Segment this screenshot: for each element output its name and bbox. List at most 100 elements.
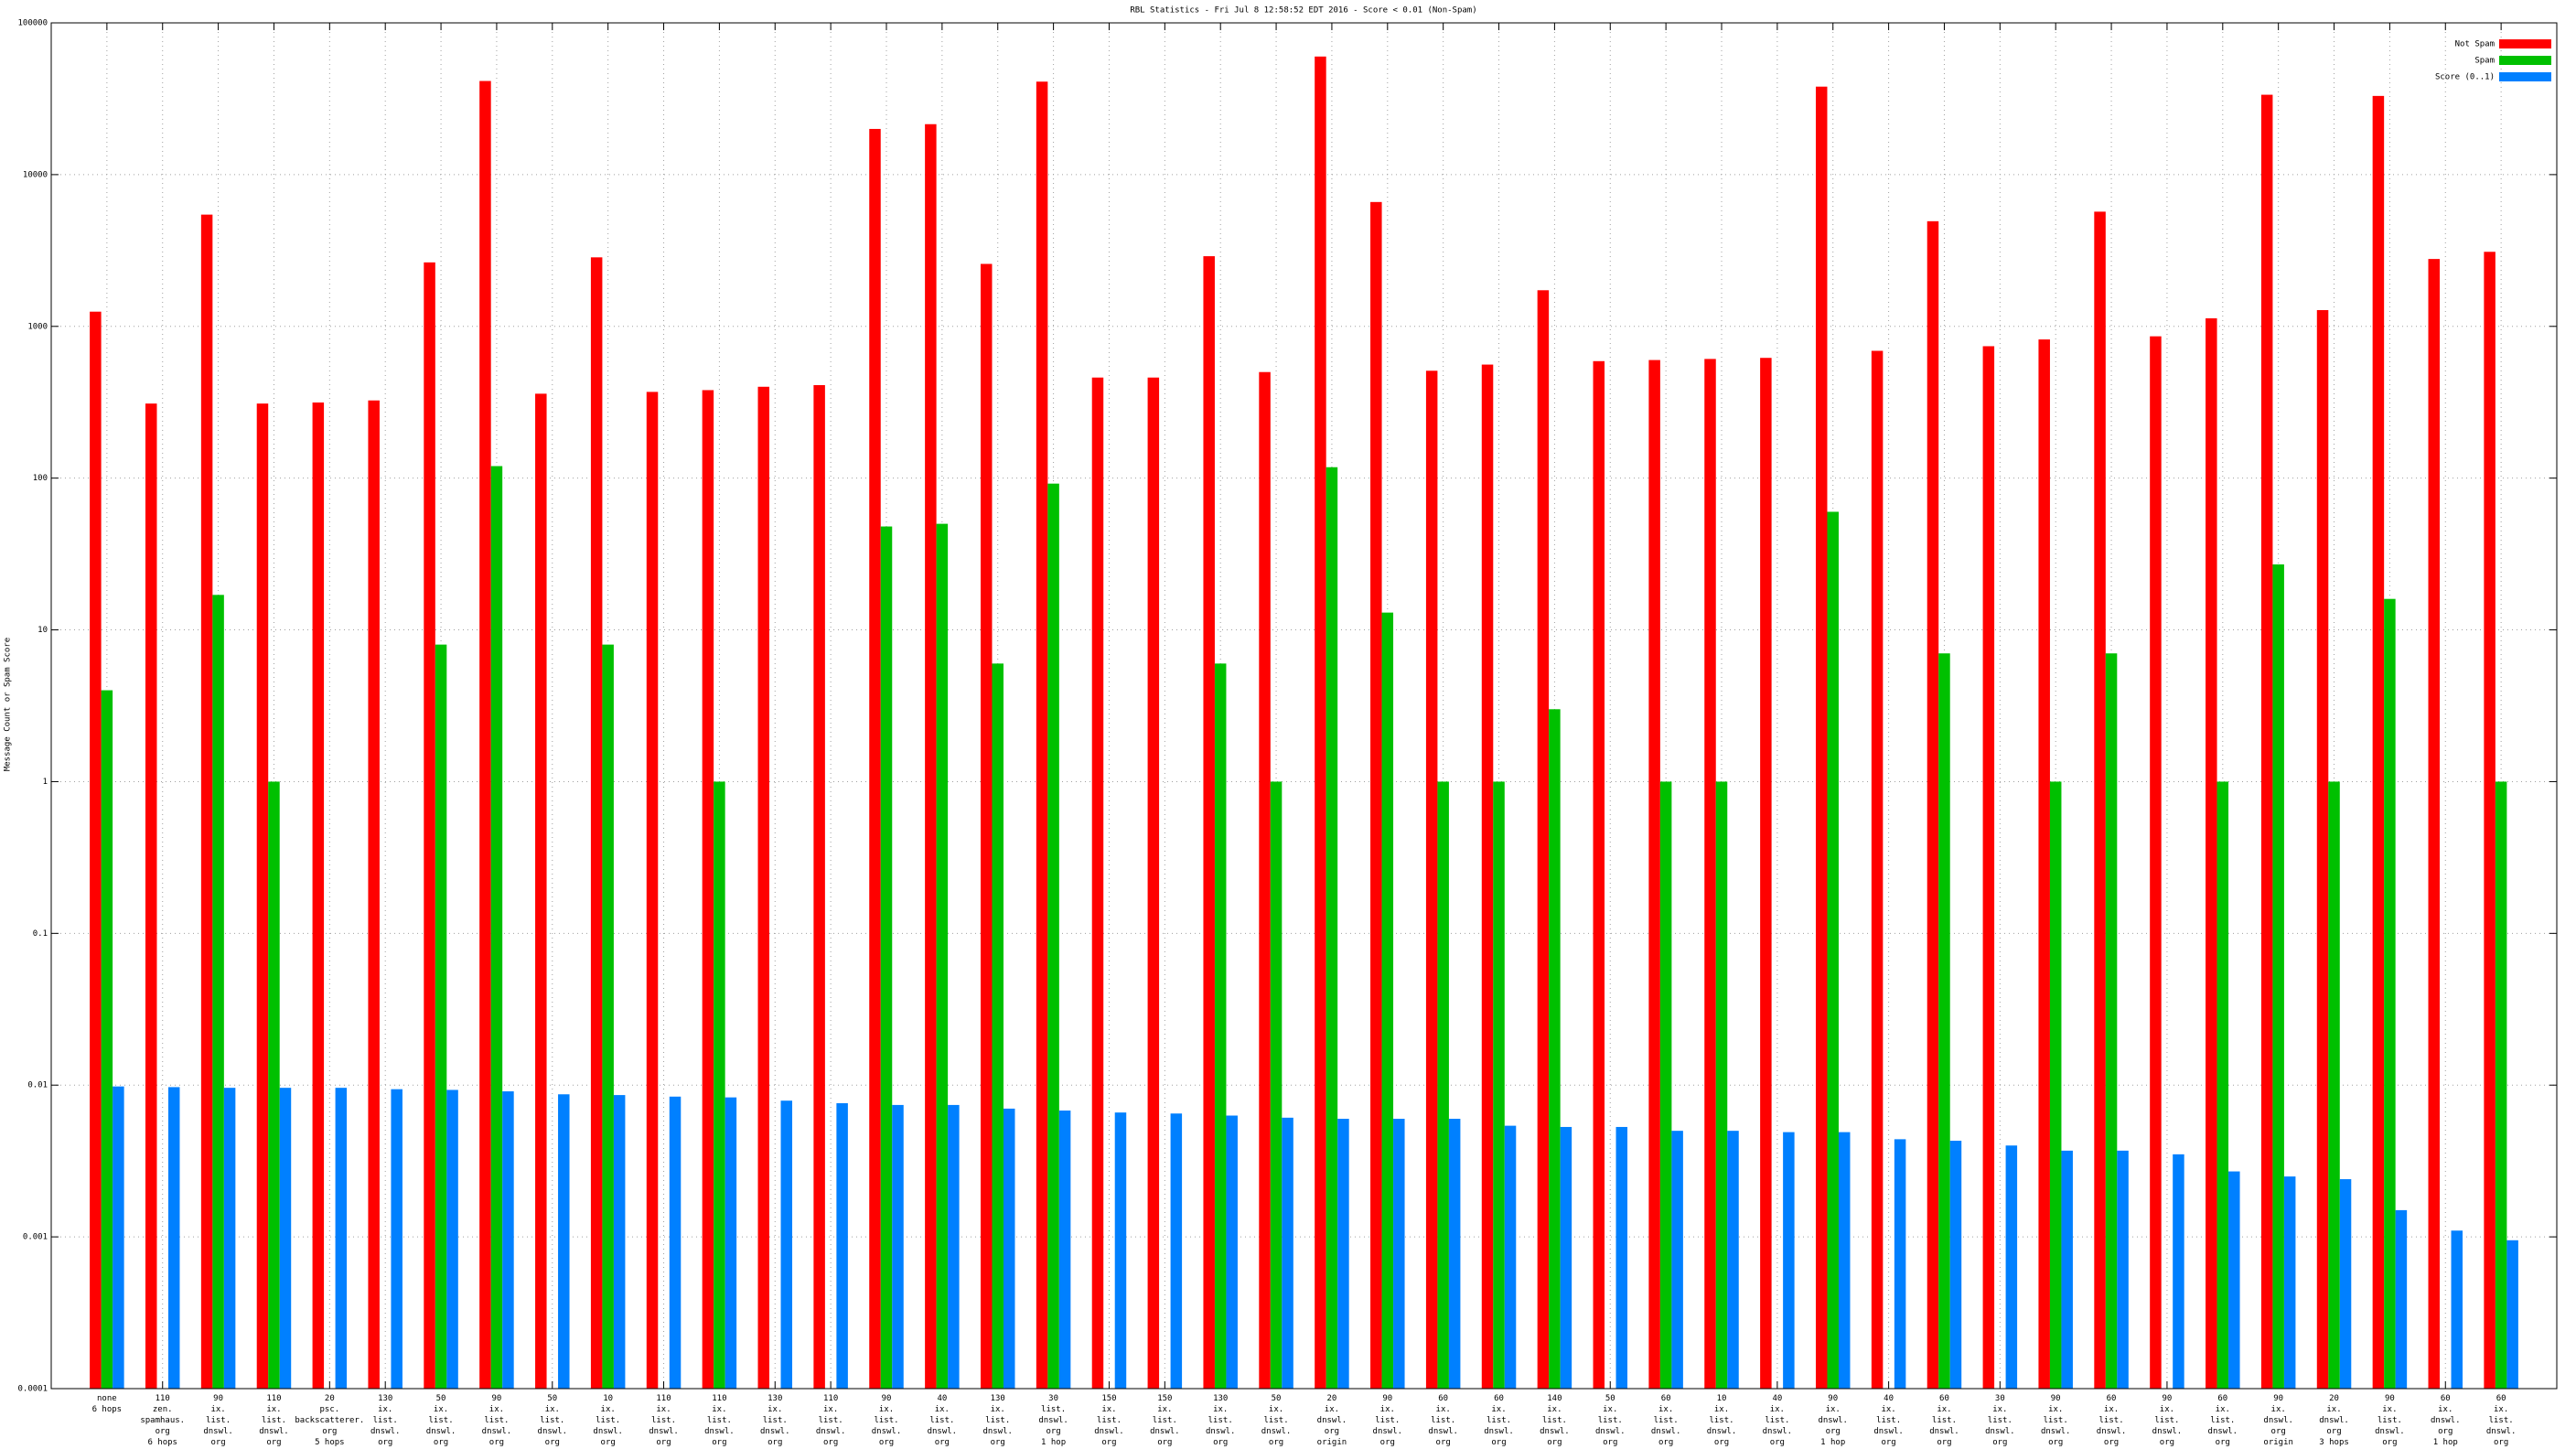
x-tick-label-line: dnswl.	[982, 1427, 1013, 1436]
bar	[1704, 359, 1716, 1389]
x-tick-label-line: dnswl.	[538, 1427, 568, 1436]
bar	[101, 690, 113, 1389]
x-tick-label-line: list.	[2489, 1416, 2514, 1425]
x-tick-label-line: org	[210, 1438, 225, 1447]
legend-swatch	[2499, 56, 2551, 65]
x-tick-label-line: dnswl.	[482, 1427, 512, 1436]
bar	[2495, 781, 2507, 1389]
bar	[2094, 211, 2106, 1390]
bar	[1949, 1141, 1962, 1389]
bar	[2384, 598, 2396, 1389]
x-tick-label-line: 90	[213, 1394, 223, 1403]
bar	[948, 1104, 960, 1389]
legend-label: Spam	[2474, 57, 2495, 66]
x-tick-label-line: list.	[262, 1416, 286, 1425]
x-tick-label-line: dnswl.	[1317, 1416, 1347, 1425]
y-tick-label: 1000	[27, 322, 48, 331]
bar	[2206, 317, 2217, 1389]
x-tick-label-line: ix.	[434, 1405, 448, 1414]
x-tick-label-line: list.	[1932, 1416, 1957, 1425]
bar	[2272, 564, 2284, 1389]
bar	[2173, 1154, 2184, 1389]
bar	[1938, 653, 1950, 1389]
x-tick-label: 30 list. dnswl. org 1 hop	[1038, 1394, 1068, 1447]
x-tick-label-line: org	[156, 1427, 170, 1436]
bar	[2283, 1176, 2296, 1389]
x-tick-label-line: ix.	[2048, 1405, 2063, 1414]
x-tick-label-line: list.	[1153, 1416, 1177, 1425]
bar	[1894, 1139, 1906, 1389]
bar	[880, 526, 893, 1389]
bar	[1437, 781, 1449, 1389]
bar	[2038, 339, 2050, 1390]
x-tick-label-line: dnswl.	[704, 1427, 735, 1436]
x-tick-label-line: dnswl.	[2319, 1416, 2349, 1425]
x-tick-label-line: 60	[2496, 1394, 2506, 1403]
bar	[1282, 1117, 1293, 1389]
x-tick-label-line: ix.	[991, 1405, 1005, 1414]
x-tick-label-line: 110	[266, 1394, 281, 1403]
x-tick-label-line: dnswl.	[1261, 1427, 1292, 1436]
x-tick-label-line: org	[2216, 1438, 2230, 1447]
x-tick-label: 90 ix. dnswl. org 1 hop	[1818, 1394, 1848, 1447]
x-tick-label-line: ix.	[2216, 1405, 2230, 1414]
bar	[200, 214, 213, 1389]
x-tick-label-line: dnswl.	[2431, 1416, 2461, 1425]
x-tick-label-line: 6 hops	[147, 1438, 177, 1447]
bar	[925, 123, 937, 1389]
x-tick-label-line: ix.	[935, 1405, 950, 1414]
x-tick-label-line: 150	[1157, 1394, 1172, 1403]
x-tick-label-line: 90	[2385, 1394, 2395, 1403]
x-tick-label-line: org	[1046, 1427, 1060, 1436]
x-tick-label-line: 60	[2107, 1394, 2117, 1403]
x-tick-label-line: dnswl.	[203, 1427, 233, 1436]
x-tick-label-line: 30	[1995, 1394, 2005, 1403]
bar	[1593, 360, 1605, 1389]
bar	[1203, 256, 1215, 1390]
x-tick-label-line: 6 hops	[92, 1405, 123, 1414]
x-tick-label-line: 40	[937, 1394, 947, 1403]
x-tick-label-line: backscatterer.	[295, 1416, 364, 1425]
x-tick-label-line: ix.	[2438, 1405, 2453, 1414]
bar	[1003, 1108, 1015, 1389]
x-tick-label-line: list.	[206, 1416, 231, 1425]
x-tick-label-line: list.	[1487, 1416, 1511, 1425]
x-tick-label-line: org	[2382, 1438, 2397, 1447]
x-tick-label-line: dnswl.	[593, 1427, 623, 1436]
x-tick-label-line: ix.	[823, 1405, 838, 1414]
x-tick-label-line: list.	[1988, 1416, 2012, 1425]
bar	[1259, 371, 1271, 1389]
bar	[1549, 709, 1561, 1389]
plot-border	[50, 22, 2558, 1390]
bar	[2049, 781, 2062, 1389]
x-tick-label-line: ix.	[1826, 1405, 1841, 1414]
bar	[145, 403, 157, 1389]
x-tick-label-line: dnswl.	[1428, 1427, 1458, 1436]
bar	[1091, 377, 1104, 1389]
x-tick-label-line: none	[97, 1394, 117, 1403]
bar	[1659, 781, 1672, 1389]
x-tick-label-line: ix.	[1714, 1405, 1729, 1414]
bar	[1381, 612, 1394, 1389]
bar	[980, 263, 993, 1389]
bar	[90, 311, 102, 1390]
x-tick-label: 20 ix. dnswl. org 3 hops	[2319, 1394, 2349, 1447]
x-tick-label-line: list.	[373, 1416, 398, 1425]
bar	[1036, 81, 1048, 1389]
x-tick-label-line: org	[2494, 1438, 2508, 1447]
bar	[1058, 1111, 1071, 1389]
bar	[1760, 358, 1772, 1390]
x-tick-label-line: org	[2104, 1438, 2119, 1447]
x-tick-label-line: dnswl.	[1150, 1427, 1180, 1436]
